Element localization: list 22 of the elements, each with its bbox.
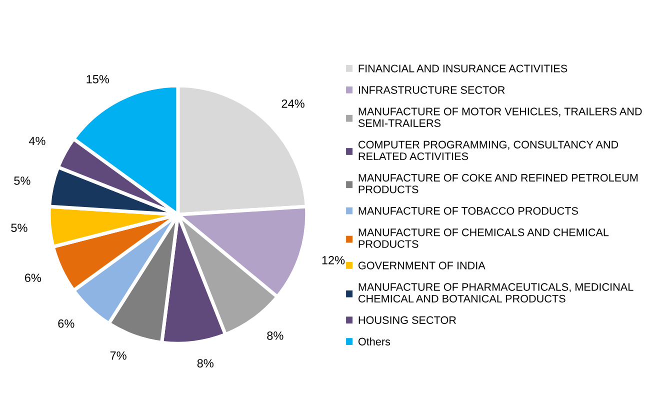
- data-label: 8%: [197, 359, 214, 368]
- legend-label: MANUFACTURE OF CHEMICALS AND CHEMICAL PRODUCTS: [358, 228, 609, 248]
- data-label: 8%: [267, 331, 284, 340]
- legend-label: MANUFACTURE OF PHARMACEUTICALS, MEDICINAL CHEMICAL AND BOTANICAL PRODUCTS: [358, 283, 634, 302]
- legend-label: COMPUTER PROGRAMMING, CONSULTANCY AND RELATED ACTIVITIES: [358, 140, 618, 160]
- data-label: 5%: [14, 176, 30, 185]
- legend-label: MANUFACTURE OF MOTOR VEHICLES, TRAILERS AND SEMI-TRAILERS: [358, 108, 642, 127]
- data-label: 12%: [322, 256, 345, 264]
- legend-label: INFRASTRUCTURE SECTOR: [358, 86, 505, 94]
- legend-label: MANUFACTURE OF COKE AND REFINED PETROLEUM PRODUCTS: [358, 174, 638, 194]
- legend-label: HOUSING SECTOR: [358, 316, 456, 324]
- data-label: 6%: [24, 274, 42, 282]
- legend-label: FINANCIAL AND INSURANCE ACTIVITIES: [358, 64, 568, 72]
- data-label: 6%: [58, 319, 74, 328]
- legend-label: GOVERNMENT OF INDIA: [358, 262, 486, 270]
- data-label: 5%: [11, 224, 28, 232]
- legend-label: Others: [358, 337, 390, 346]
- legend-label: MANUFACTURE OF TOBACCO PRODUCTS: [358, 207, 578, 215]
- data-label: 7%: [110, 351, 126, 360]
- data-label: 4%: [28, 136, 46, 146]
- data-label: 15%: [86, 75, 110, 84]
- data-label: 24%: [282, 99, 304, 108]
